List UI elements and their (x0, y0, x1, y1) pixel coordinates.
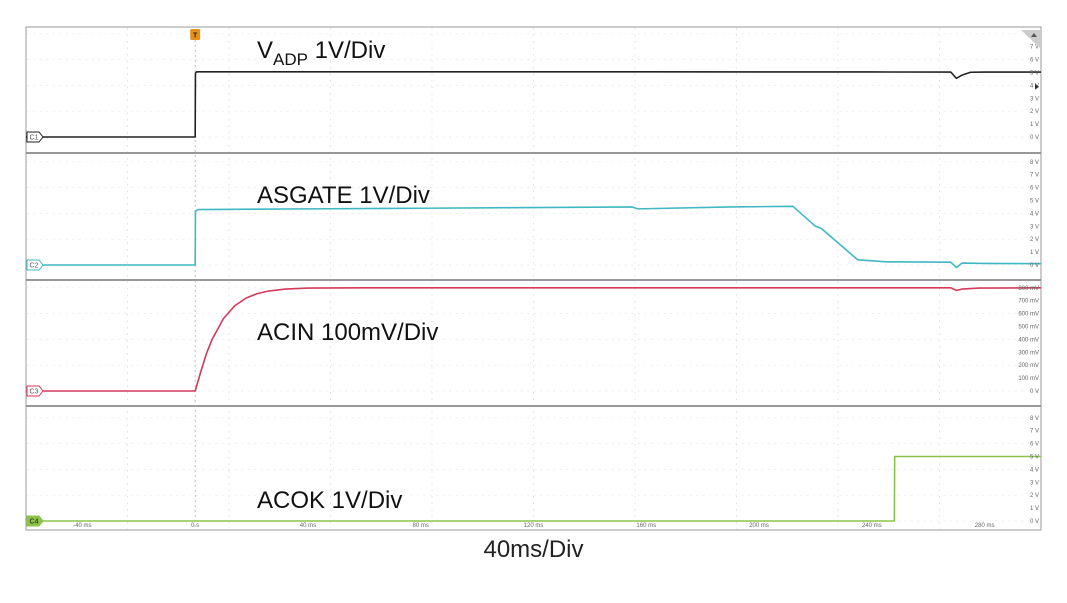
x-tick-label: 80 ms (413, 523, 429, 529)
corner-indicator (1021, 30, 1040, 48)
x-tick-label: -40 ms (73, 523, 91, 529)
y-tick-label: 300 mV (1018, 350, 1039, 356)
channel-labels: VADP 1V/Div ASGATE 1V/Div ACIN 100mV/Div AC… (257, 37, 438, 514)
y-tick-label: 4 V (1030, 83, 1039, 89)
svg-text:C4: C4 (30, 519, 39, 526)
channel-badges: C1 C2 C3 C4 (26, 131, 44, 527)
trace-acok (26, 455, 1041, 522)
y-tick-label: 2 V (1030, 237, 1039, 243)
svg-text:C2: C2 (30, 263, 39, 270)
y-tick-label: 0 V (1030, 263, 1039, 269)
y-tick-label: 0 V (1030, 389, 1039, 395)
x-tick-label: 0 s (191, 523, 199, 529)
y-tick-label: 5 V (1030, 199, 1039, 205)
x-tick-label: 200 ms (749, 523, 769, 529)
level-marker-icon (1035, 83, 1039, 90)
y-tick-label: 6 V (1030, 186, 1039, 192)
y-tick-label: 8 V (1030, 160, 1039, 166)
timebase-label: 40ms/Div (483, 536, 584, 563)
y-tick-label: 600 mV (1018, 312, 1039, 318)
y-tick-label: 7 V (1030, 173, 1039, 179)
channel-badge-c4[interactable]: C4 (26, 515, 44, 527)
y-tick-label: 4 V (1030, 211, 1039, 217)
y-tick-label: 5 V (1030, 455, 1039, 461)
y-tick-label: 400 mV (1018, 337, 1039, 343)
y-tick-label: 800 mV (1018, 286, 1039, 292)
y-tick-label: 1 V (1030, 122, 1039, 128)
y-tick-label: 500 mV (1018, 325, 1039, 331)
y-tick-label: 2 V (1030, 109, 1039, 115)
y-tick-label: 6 V (1030, 442, 1039, 448)
trace-acin (26, 287, 1042, 392)
y-tick-label: 200 mV (1018, 363, 1039, 369)
trigger-badge (190, 29, 201, 40)
y-tick-label: 100 mV (1018, 376, 1039, 382)
channel-label-adp: VADP 1V/Div (257, 37, 385, 69)
y-tick-label: 1 V (1030, 250, 1039, 256)
svg-text:C3: C3 (30, 389, 39, 396)
channel-badge-c2[interactable]: C2 (26, 259, 44, 271)
trace-asgate (26, 205, 1042, 269)
plot-frame (25, 26, 1042, 531)
y-tick-labels: 0 V 1 V 2 V 3 V 4 V 5 V 6 V 7 V 0 V 1 V 2 V 3 V 4 V 5… (1018, 45, 1039, 525)
channel-label-acok: ACOK 1V/Div (257, 487, 402, 514)
y-tick-label: 7 V (1030, 429, 1039, 435)
y-tick-label: 2 V (1030, 493, 1039, 499)
channel-label-acin: ACIN 100mV/Div (257, 319, 438, 346)
x-tick-label: 240 ms (862, 523, 882, 529)
channel-badge-c3[interactable]: C3 (26, 385, 44, 397)
svg-text:C1: C1 (30, 135, 39, 142)
y-tick-label: 7 V (1030, 45, 1039, 51)
x-tick-label: 280 ms (975, 523, 995, 529)
channel-badge-c1[interactable]: C1 (26, 131, 44, 143)
y-tick-label: 5 V (1030, 71, 1039, 77)
trigger-badge-label: T (193, 33, 198, 40)
grid (27, 28, 1040, 529)
x-tick-label: 160 ms (636, 523, 656, 529)
channel-label-asgate: ASGATE 1V/Div (257, 182, 430, 209)
y-tick-label: 8 V (1030, 416, 1039, 422)
y-tick-label: 3 V (1030, 96, 1039, 102)
x-tick-label: 40 ms (300, 523, 316, 529)
x-tick-labels: -40 ms 0 s 40 ms 80 ms 120 ms 160 ms 200 ms 240… (73, 523, 994, 529)
y-tick-label: 6 V (1030, 58, 1039, 64)
x-tick-label: 120 ms (524, 523, 544, 529)
y-tick-label: 0 V (1030, 135, 1039, 141)
y-tick-label: 4 V (1030, 467, 1039, 473)
trace-adp (26, 71, 1041, 138)
y-tick-label: 3 V (1030, 224, 1039, 230)
y-tick-label: 700 mV (1018, 299, 1039, 305)
traces (26, 71, 1042, 522)
y-tick-label: 0 V (1030, 519, 1039, 525)
y-tick-label: 1 V (1030, 506, 1039, 512)
y-tick-label: 3 V (1030, 480, 1039, 486)
